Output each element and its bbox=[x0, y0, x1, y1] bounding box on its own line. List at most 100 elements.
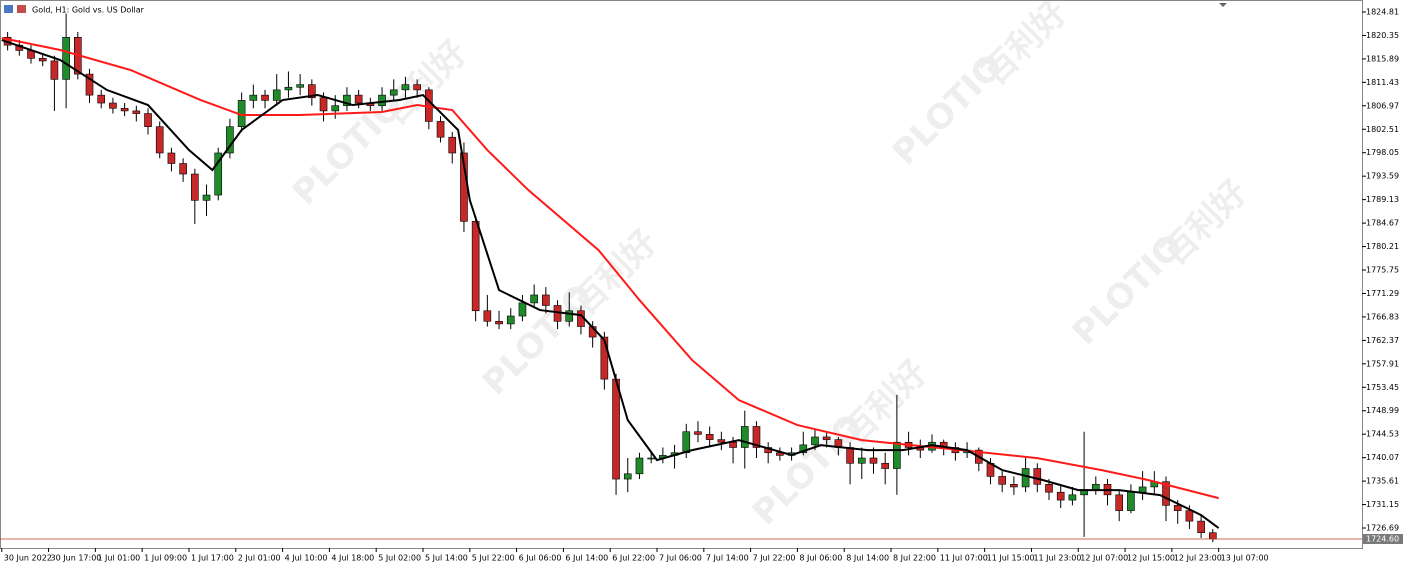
y-tick-label: 1820.35 bbox=[1366, 31, 1399, 40]
candle-body bbox=[179, 163, 187, 175]
candle-body bbox=[752, 426, 761, 448]
candle-body bbox=[518, 302, 527, 317]
x-tick-label: 30 Jun 2022 bbox=[4, 554, 52, 563]
candle-body bbox=[343, 94, 351, 106]
candle-body bbox=[729, 441, 737, 448]
y-tick-label: 1824.81 bbox=[1366, 7, 1399, 16]
x-tick-label: 12 Jul 15:00 bbox=[1127, 554, 1175, 563]
last-price-box bbox=[1363, 534, 1403, 545]
y-tick-label: 1731.15 bbox=[1366, 500, 1399, 509]
candle-body bbox=[1033, 468, 1042, 485]
candle-body bbox=[1068, 494, 1077, 501]
y-tick-label: 1793.59 bbox=[1366, 172, 1399, 181]
y-tick-label: 1798.05 bbox=[1366, 148, 1399, 157]
candle-body bbox=[623, 473, 632, 480]
candle-body bbox=[1127, 491, 1135, 511]
x-tick-label: 5 Jul 14:00 bbox=[425, 554, 468, 563]
candle-body bbox=[1173, 505, 1182, 511]
candle-body bbox=[202, 194, 211, 201]
candle-body bbox=[308, 84, 316, 99]
x-tick-label: 1 Jul 01:00 bbox=[97, 554, 140, 563]
y-tick-label: 1811.43 bbox=[1366, 78, 1399, 87]
x-tick-label: 4 Jul 10:00 bbox=[285, 554, 328, 563]
y-tick-label: 1775.75 bbox=[1366, 266, 1399, 275]
x-tick-label: 13 Jul 07:00 bbox=[1221, 554, 1269, 563]
candle-body bbox=[530, 294, 538, 304]
y-tick-label: 1735.61 bbox=[1366, 477, 1399, 486]
x-tick-label: 8 Jul 14:00 bbox=[846, 554, 889, 563]
candle-body bbox=[155, 126, 164, 154]
x-tick-label: 4 Jul 18:00 bbox=[331, 554, 374, 563]
candle-body bbox=[635, 457, 644, 475]
x-tick-label: 11 Jul 07:00 bbox=[940, 554, 988, 563]
candle-body bbox=[998, 476, 1007, 485]
candle-body bbox=[1091, 484, 1100, 490]
candle-body bbox=[97, 94, 106, 104]
candle-body bbox=[495, 320, 503, 325]
candle-body bbox=[272, 89, 281, 101]
y-tick-label: 1784.67 bbox=[1366, 219, 1399, 228]
x-tick-label: 12 Jul 07:00 bbox=[1080, 554, 1128, 563]
x-tick-label: 7 Jul 14:00 bbox=[706, 554, 749, 563]
candle-body bbox=[600, 336, 609, 380]
candle-body bbox=[869, 457, 878, 464]
last-price-label: 1724.60 bbox=[1366, 535, 1399, 544]
x-tick-label: 1 Jul 09:00 bbox=[144, 554, 187, 563]
candle-body bbox=[284, 86, 293, 91]
candle-body bbox=[822, 436, 831, 440]
candle-body bbox=[389, 89, 398, 96]
candle-body bbox=[249, 94, 258, 101]
icon bbox=[17, 5, 26, 13]
candle-body bbox=[1197, 520, 1205, 533]
x-tick-label: 8 Jul 06:00 bbox=[799, 554, 842, 563]
candle-body bbox=[413, 84, 421, 91]
x-tick-label: 6 Jul 22:00 bbox=[612, 554, 655, 563]
candle-body bbox=[261, 94, 269, 101]
candle-body bbox=[1115, 494, 1124, 511]
x-tick-label: 2 Jul 01:00 bbox=[238, 554, 281, 563]
y-tick-label: 1815.89 bbox=[1366, 54, 1399, 63]
candle-body bbox=[506, 315, 515, 325]
candle-body bbox=[401, 84, 410, 91]
x-tick-label: 11 Jul 23:00 bbox=[1033, 554, 1081, 563]
candle-body bbox=[694, 431, 702, 435]
shift-marker bbox=[1219, 3, 1227, 7]
candle-body bbox=[1162, 481, 1170, 506]
candle-body bbox=[354, 94, 363, 104]
candle-body bbox=[542, 294, 550, 306]
candle-body bbox=[705, 434, 714, 440]
candle-body bbox=[717, 439, 726, 443]
candle-body bbox=[167, 152, 176, 164]
y-tick-label: 1762.37 bbox=[1366, 336, 1399, 345]
candle-body bbox=[471, 221, 480, 312]
candle-body bbox=[881, 462, 889, 469]
candle-body bbox=[85, 73, 94, 96]
x-tick-label: 30 Jun 17:00 bbox=[51, 554, 102, 563]
y-tick-label: 1806.97 bbox=[1366, 101, 1399, 110]
x-tick-label: 12 Jul 23:00 bbox=[1174, 554, 1222, 563]
candle-body bbox=[319, 97, 328, 112]
candle-body bbox=[296, 84, 304, 88]
y-tick-label: 1744.53 bbox=[1366, 430, 1399, 439]
candle-body bbox=[846, 447, 854, 464]
candle-body bbox=[565, 310, 574, 322]
plot-border bbox=[0, 0, 1363, 549]
x-tick-label: 5 Jul 02:00 bbox=[378, 554, 421, 563]
candle-body bbox=[1138, 486, 1147, 493]
candle-body bbox=[799, 444, 808, 454]
x-tick-label: 6 Jul 06:00 bbox=[519, 554, 562, 563]
candle-body bbox=[682, 431, 691, 454]
y-tick-label: 1802.51 bbox=[1366, 125, 1399, 134]
y-tick-label: 1740.07 bbox=[1366, 453, 1399, 462]
y-tick-label: 1757.91 bbox=[1366, 359, 1399, 368]
y-tick-label: 1780.21 bbox=[1366, 242, 1399, 251]
candle-body bbox=[647, 457, 655, 460]
candle-body bbox=[1056, 491, 1065, 501]
candle-body bbox=[132, 110, 141, 114]
candle-body bbox=[436, 121, 445, 138]
candle-body bbox=[448, 136, 457, 154]
candle-body bbox=[109, 102, 117, 109]
ma-line bbox=[1, 37, 1219, 500]
